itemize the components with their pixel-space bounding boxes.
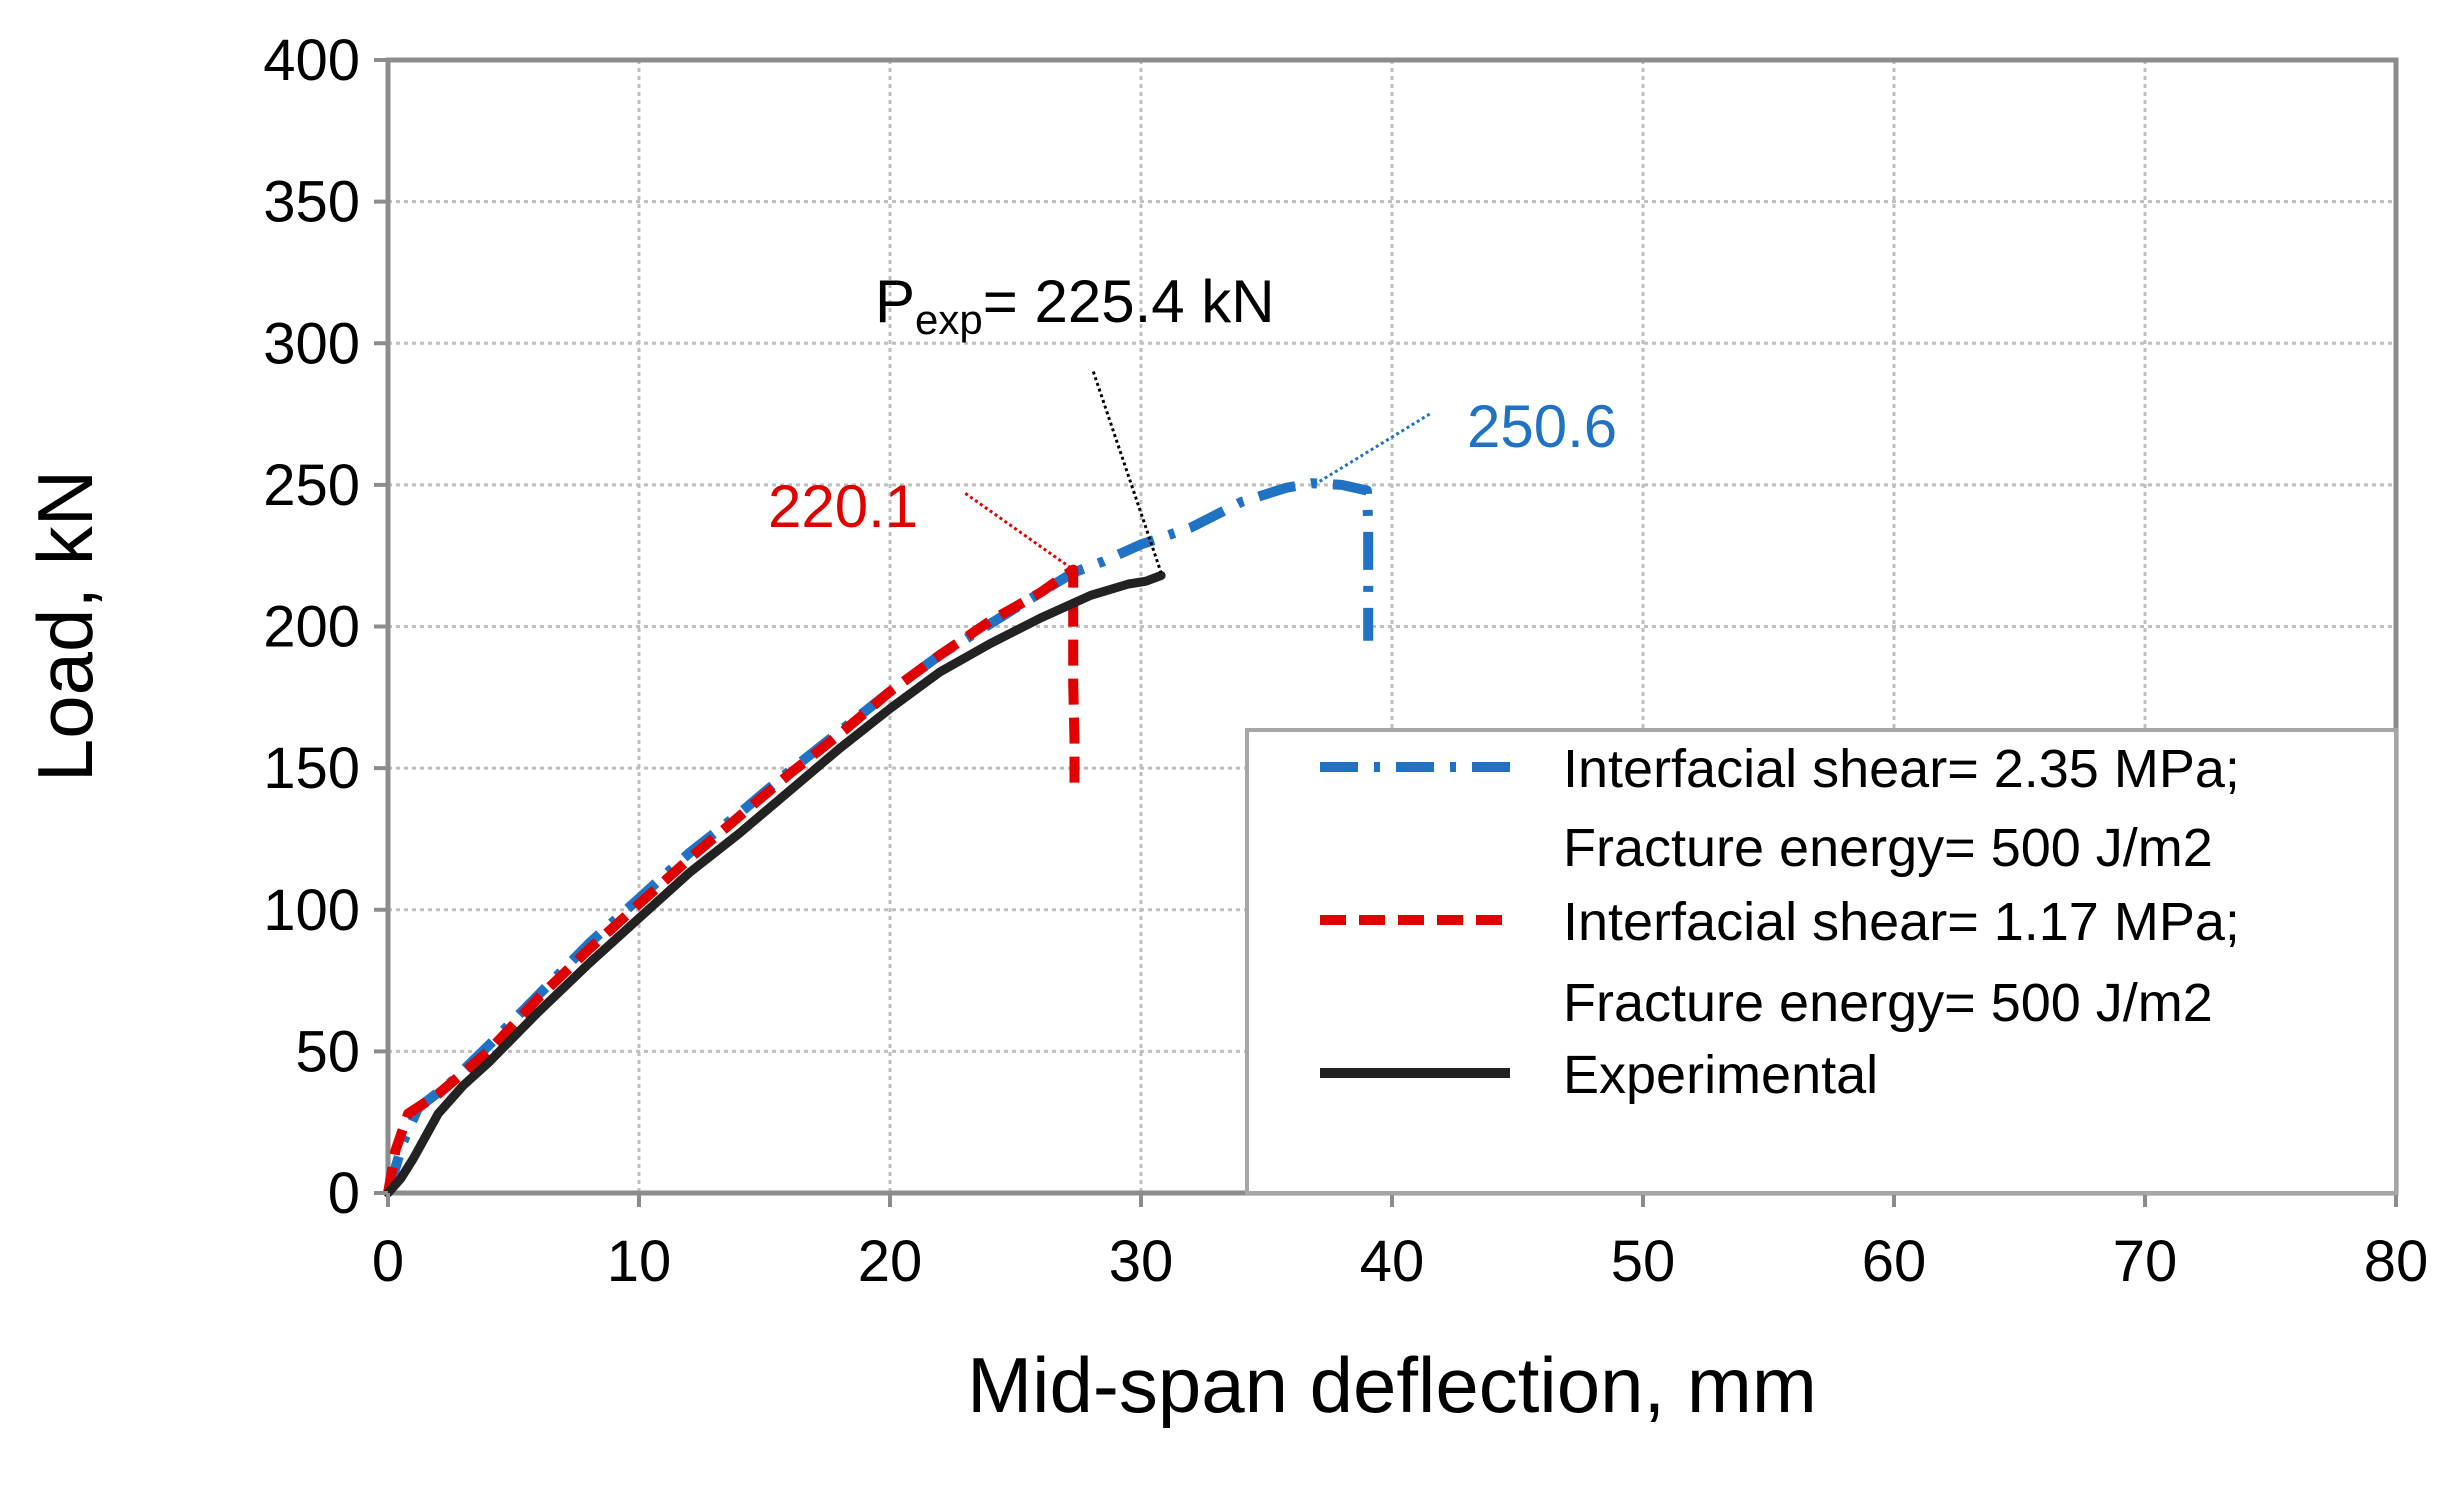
x-tick-label-7: 70: [2113, 1229, 2178, 1294]
y-axis-title: Load, kN: [21, 470, 109, 782]
annotation-blue-label: 250.6: [1467, 393, 1617, 460]
series-red-line: [383, 564, 1080, 1194]
x-tick-label-5: 50: [1611, 1229, 1676, 1294]
series-layer: [383, 478, 1374, 1198]
axis-ticks: 0 10 20 30 40 50 60 70 80 0 50 100 150 200 250 300 350 40…: [263, 28, 2428, 1294]
annotation-exp-label-main: P: [875, 268, 915, 335]
series-black-line: [383, 571, 1166, 1198]
x-tick-label-3: 30: [1109, 1229, 1174, 1294]
y-tick-label-5: 250: [263, 453, 360, 518]
legend-black-line1: Experimental: [1563, 1045, 1878, 1105]
annotation-exp-leader: [1091, 371, 1163, 574]
annotation-blue-leader: [1315, 412, 1431, 485]
y-tick-label-8: 400: [263, 28, 360, 93]
annotation-red-label: 220.1: [768, 473, 918, 540]
y-tick-label-4: 200: [263, 595, 360, 660]
legend-box: [1245, 728, 2398, 1195]
x-tick-label-4: 40: [1360, 1229, 1425, 1294]
y-tick-label-6: 300: [263, 311, 360, 376]
y-tick-label-3: 150: [263, 736, 360, 801]
annotation-exp-label-rest: = 225.4 kN: [983, 268, 1275, 335]
x-tick-label-6: 60: [1862, 1229, 1927, 1294]
legend-red-line2: Fracture energy= 500 J/m2: [1563, 973, 2213, 1033]
y-tick-label-7: 350: [263, 170, 360, 235]
y-tick-label-0: 0: [328, 1161, 360, 1226]
annotation-exp-label: Pexp= 225.4 kN: [875, 268, 1275, 343]
x-tick-label-0: 0: [372, 1229, 404, 1294]
x-tick-label-1: 10: [607, 1229, 672, 1294]
series-blue-line: [383, 478, 1374, 1195]
legend-blue-line1: Interfacial shear= 2.35 MPa;: [1563, 739, 2240, 799]
x-tick-label-8: 80: [2364, 1229, 2429, 1294]
legend: Interfacial shear= 2.35 MPa; Fracture en…: [1245, 728, 2398, 1195]
x-tick-label-2: 20: [858, 1229, 923, 1294]
y-tick-label-2: 100: [263, 878, 360, 943]
x-axis-title: Mid-span deflection, mm: [967, 1341, 1817, 1429]
legend-blue-line2: Fracture energy= 500 J/m2: [1563, 818, 2213, 878]
legend-red-line1: Interfacial shear= 1.17 MPa;: [1563, 892, 2240, 952]
annotation-exp-label-sub: exp: [915, 296, 983, 343]
annotation-red-leader: [964, 492, 1075, 571]
y-tick-label-1: 50: [295, 1019, 360, 1084]
annotations: Pexp= 225.4 kN 220.1 250.6: [768, 268, 1617, 574]
